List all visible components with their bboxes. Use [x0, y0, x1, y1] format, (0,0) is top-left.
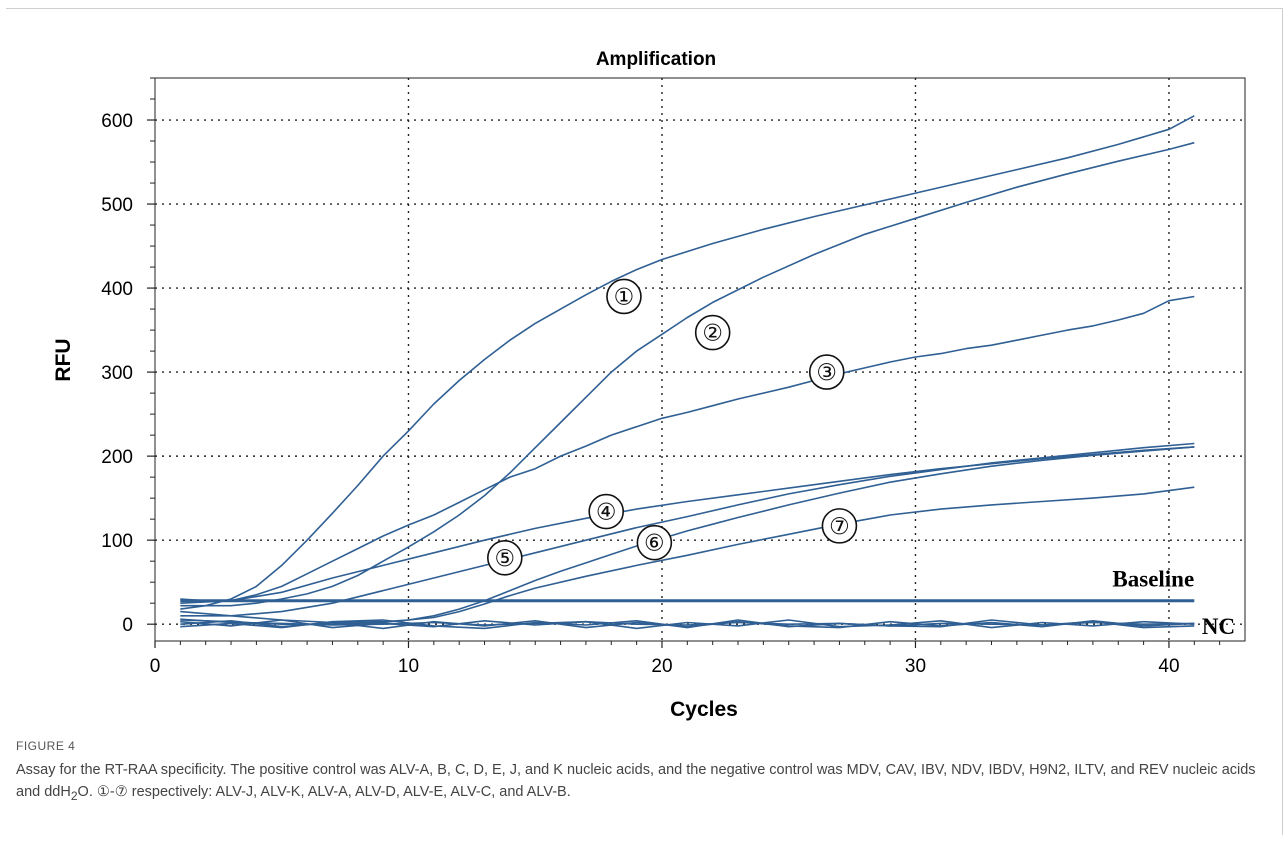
curve-marker-circle — [821, 508, 858, 544]
baseline-label: Baseline — [1112, 566, 1194, 591]
curve-marker-label: ③ — [816, 360, 837, 386]
figure-frame — [6, 8, 1283, 835]
series — [180, 115, 1195, 630]
caption-subscript: 2 — [70, 788, 78, 803]
x-tick-label: 0 — [150, 656, 161, 677]
curve-marker-label: ② — [702, 321, 723, 347]
y-tick-label: 300 — [101, 363, 133, 384]
axis-ticks: 0 100 200 300 400 500 600 0 10 20 30 40 — [101, 77, 1221, 677]
nc-label: NC — [1202, 614, 1235, 639]
amplification-curve — [180, 446, 1195, 624]
amplification-curve — [180, 295, 1195, 602]
y-axis-title: RFU — [52, 338, 75, 381]
amplification-curve — [180, 115, 1195, 610]
y-tick-label: 0 — [122, 615, 133, 636]
amplification-curve — [180, 619, 1195, 630]
caption-text-pre: Assay for the RT-RAA specificity. The po… — [16, 762, 1256, 800]
curve-marker-circle — [808, 354, 845, 390]
curve-marker-label: ① — [614, 284, 635, 310]
curve-marker-circle — [694, 314, 731, 351]
amplification-curve — [180, 446, 1195, 604]
plot-area — [154, 77, 1246, 642]
curve-marker-label: ⑥ — [644, 531, 665, 557]
figure-label: FIGURE 4 — [16, 739, 76, 753]
amplification-curve — [180, 486, 1195, 626]
curve-marker-label: ④ — [596, 500, 617, 526]
grid — [155, 78, 1245, 641]
x-tick-label: 20 — [651, 656, 672, 677]
y-tick-label: 600 — [101, 111, 133, 132]
chart-title: Amplification — [596, 49, 716, 70]
y-tick-label: 200 — [101, 447, 133, 468]
curve-marker-circle — [588, 493, 625, 530]
x-tick-label: 40 — [1158, 656, 1179, 677]
y-tick-label: 100 — [101, 531, 133, 552]
curve-marker-label: ⑤ — [495, 546, 516, 572]
curve-marker-circle — [606, 278, 642, 315]
x-tick-label: 30 — [905, 656, 926, 677]
figure-caption: FIGURE 4 Assay for the RT-RAA specificit… — [16, 739, 1266, 807]
amplification-curve — [180, 141, 1195, 607]
series-labels: ① ② ③ ④ ⑤ ⑥ ⑦ Baseline NC — [487, 278, 1235, 639]
caption-text-post: O. ①-⑦ respectively: ALV-J, ALV-K, ALV-A… — [77, 784, 571, 800]
curve-marker-circle — [636, 524, 673, 561]
y-tick-label: 500 — [101, 195, 133, 216]
y-tick-label: 400 — [101, 279, 133, 300]
amplification-chart: Amplification 0 100 200 300 400 500 600 0 10 20 30… — [52, 49, 1246, 721]
amplification-curve — [180, 618, 1195, 627]
curve-marker-circle — [487, 540, 523, 576]
x-tick-label: 10 — [398, 656, 419, 677]
curve-marker-label: ⑦ — [829, 514, 850, 540]
caption-text: Assay for the RT-RAA specificity. The po… — [16, 759, 1266, 807]
x-axis-title: Cycles — [670, 698, 738, 721]
amplification-curve — [180, 442, 1195, 617]
